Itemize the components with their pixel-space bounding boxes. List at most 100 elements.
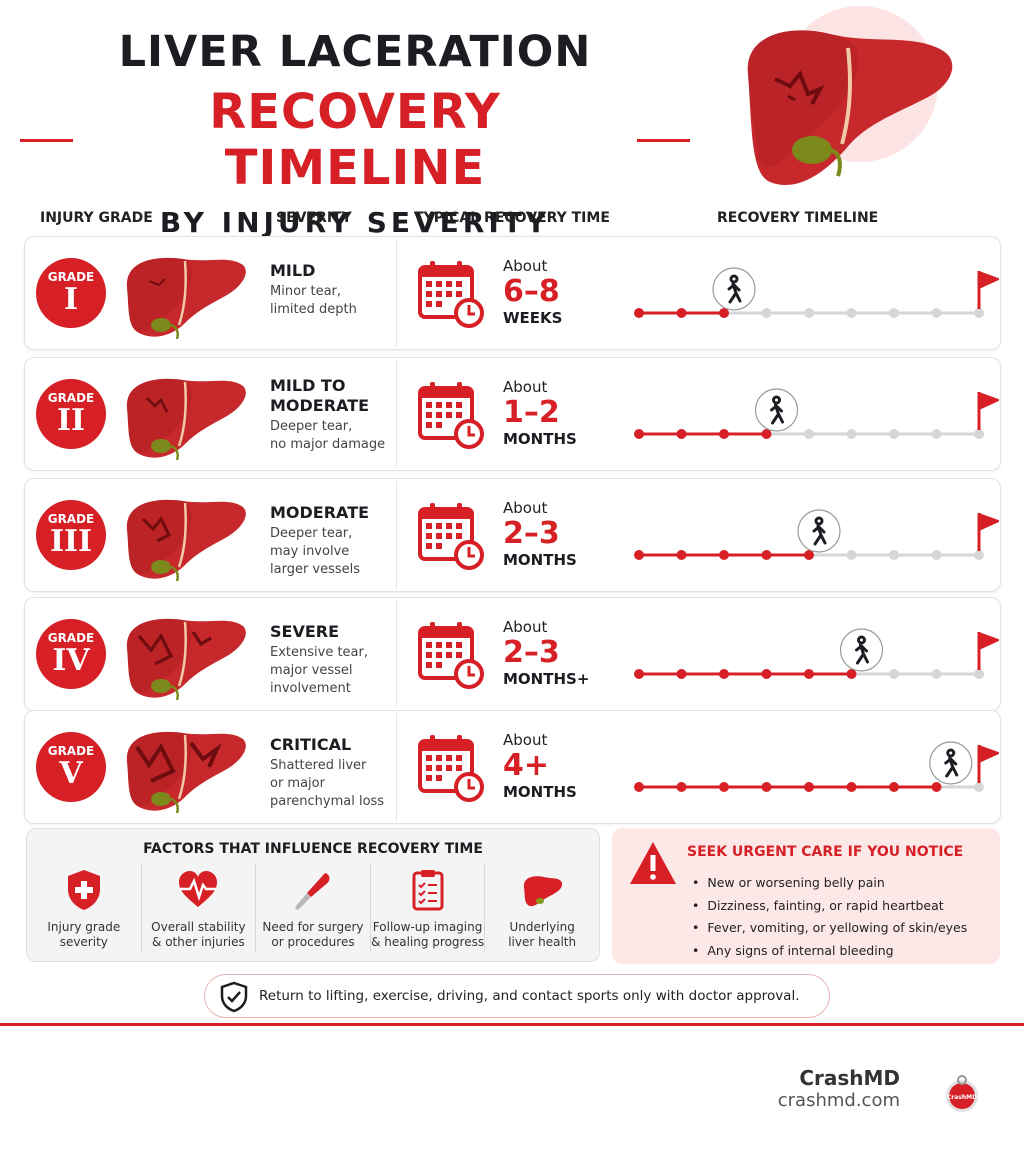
- liver-illustration: [126, 499, 246, 581]
- factors-title: FACTORS THAT INFLUENCE RECOVERY TIME: [143, 841, 483, 857]
- timeline-dot: [846, 550, 857, 560]
- timeline-dot: [804, 308, 814, 318]
- finish-flag-icon: [979, 745, 999, 763]
- liver-illustration: [126, 618, 246, 700]
- severity-description: Shattered liver or major parenchymal loss: [270, 758, 385, 809]
- timeline-dot: [804, 550, 814, 560]
- timeline-dot: [974, 550, 984, 560]
- urgent-item: New or worsening belly pain: [692, 872, 967, 895]
- timeline-dot: [931, 308, 942, 318]
- recovery-about: About: [503, 257, 548, 275]
- urgent-care-panel: SEEK URGENT CARE IF YOU NOTICE New or wo…: [612, 828, 1000, 964]
- recovery-timeline: [634, 388, 999, 439]
- liver-illustration: [126, 731, 246, 813]
- timeline-dot: [761, 308, 772, 318]
- calendar-clock-icon: [418, 503, 484, 570]
- column-header-severity: SEVERITY: [276, 210, 352, 226]
- factor-item: Follow-up imaging & healing progress: [371, 863, 486, 953]
- brand-url[interactable]: crashmd.com: [777, 1090, 900, 1111]
- recovery-about: About: [503, 378, 548, 396]
- calendar-clock-icon: [418, 622, 484, 689]
- recovery-timeline: [634, 628, 999, 679]
- recovery-value: 1–2: [503, 395, 560, 430]
- recovery-timeline: [634, 267, 999, 318]
- timeline-dot: [634, 669, 644, 679]
- factor-label: Underlying liver health: [508, 920, 577, 949]
- grade-numeral: II: [56, 403, 86, 438]
- timeline-dot: [889, 429, 899, 439]
- recovery-timeline: [634, 509, 999, 560]
- timeline-dot: [634, 308, 644, 318]
- column-divider: [396, 713, 397, 821]
- timeline-dot: [974, 429, 984, 439]
- recovery-time: About 1–2 MONTHS: [503, 378, 613, 448]
- severity: SEVERE Extensive tear, major vessel involve…: [270, 622, 390, 698]
- walking-person-icon: [770, 395, 784, 425]
- timeline-dot: [846, 782, 857, 792]
- grade-numeral: I: [63, 282, 79, 317]
- scalpel-icon: [295, 873, 330, 910]
- walking-person-icon: [727, 274, 742, 304]
- timeline-dot: [889, 308, 899, 318]
- urgent-item: Fever, vomiting, or yellowing of skin/ey…: [692, 917, 967, 940]
- grade-label: GRADE: [47, 512, 95, 526]
- severity-description: Deeper tear, no major damage: [270, 419, 386, 452]
- title-block: LIVER LACERATION RECOVERY TIMELINE BY IN…: [20, 26, 690, 239]
- recovery-unit: MONTHS: [503, 783, 577, 801]
- factor-label: Need for surgery or procedures: [262, 920, 364, 949]
- urgent-item: Any signs of internal bleeding: [692, 940, 967, 963]
- timeline-dot: [719, 429, 729, 439]
- grade-badge: GRADE II: [36, 379, 106, 449]
- column-divider: [396, 360, 397, 468]
- calendar-clock-icon: [418, 382, 484, 449]
- grade-label: GRADE: [47, 744, 95, 758]
- timeline-dot: [761, 550, 772, 560]
- factor-item: Injury grade severity: [27, 863, 142, 953]
- recovery-unit: WEEKS: [503, 309, 563, 327]
- factor-item: Need for surgery or procedures: [256, 863, 371, 953]
- timeline-dot: [634, 429, 644, 439]
- brand-logo: CrashMD: [946, 1075, 978, 1112]
- finish-flag-icon: [979, 392, 999, 410]
- brand-logo-text: CrashMD: [947, 1094, 977, 1101]
- note-text: Return to lifting, exercise, driving, an…: [259, 988, 800, 1004]
- title-line-1: LIVER LACERATION: [118, 27, 592, 77]
- timeline-dot: [974, 669, 984, 679]
- recovery-time: About 2–3 MONTHS: [503, 499, 613, 569]
- timeline-dot: [676, 429, 687, 439]
- recovery-unit: MONTHS: [503, 430, 577, 448]
- grade-row: GRADE V CRITICAL Shattered liver or major par…: [24, 710, 1001, 824]
- severity-title: MODERATE: [270, 503, 370, 522]
- timeline-dot: [676, 782, 687, 792]
- title-line-3: BY INJURY SEVERITY: [159, 206, 551, 239]
- timeline-dot: [889, 669, 899, 679]
- walking-person-icon: [812, 516, 827, 546]
- timeline-dot: [634, 782, 644, 792]
- grade-badge: GRADE I: [36, 258, 106, 328]
- grade-row: GRADE II MILD TO MODERATE Deeper tear, no ma…: [24, 357, 1001, 471]
- grade-numeral: V: [59, 756, 83, 791]
- finish-flag-icon: [979, 632, 999, 650]
- timeline-dot: [974, 782, 984, 792]
- severity: MILD Minor tear, limited depth: [270, 261, 390, 319]
- timeline-dot: [719, 782, 729, 792]
- severity-title: MILD: [270, 261, 316, 280]
- timeline-dot: [761, 669, 772, 679]
- calendar-clock-icon: [418, 735, 484, 802]
- timeline-dot: [761, 429, 772, 439]
- column-divider: [396, 239, 397, 347]
- factors-panel: FACTORS THAT INFLUENCE RECOVERY TIME Inj…: [26, 828, 600, 962]
- factors-list: Injury grade severity Overall stability & …: [27, 863, 599, 953]
- recovery-about: About: [503, 731, 548, 749]
- liver-illustration: [126, 257, 246, 339]
- timeline-dot: [676, 550, 687, 560]
- timeline-dot: [931, 782, 942, 792]
- recovery-time: About 4+ MONTHS: [503, 731, 613, 801]
- factor-item: Underlying liver health: [485, 863, 599, 953]
- calendar-clock-icon: [418, 261, 484, 328]
- title-rule-right: [636, 138, 690, 142]
- timeline-dot: [804, 429, 814, 439]
- severity-description: Deeper tear, may involve larger vessels: [270, 526, 361, 577]
- grade-badge: GRADE III: [36, 500, 106, 570]
- footer-divider: [0, 1023, 1024, 1026]
